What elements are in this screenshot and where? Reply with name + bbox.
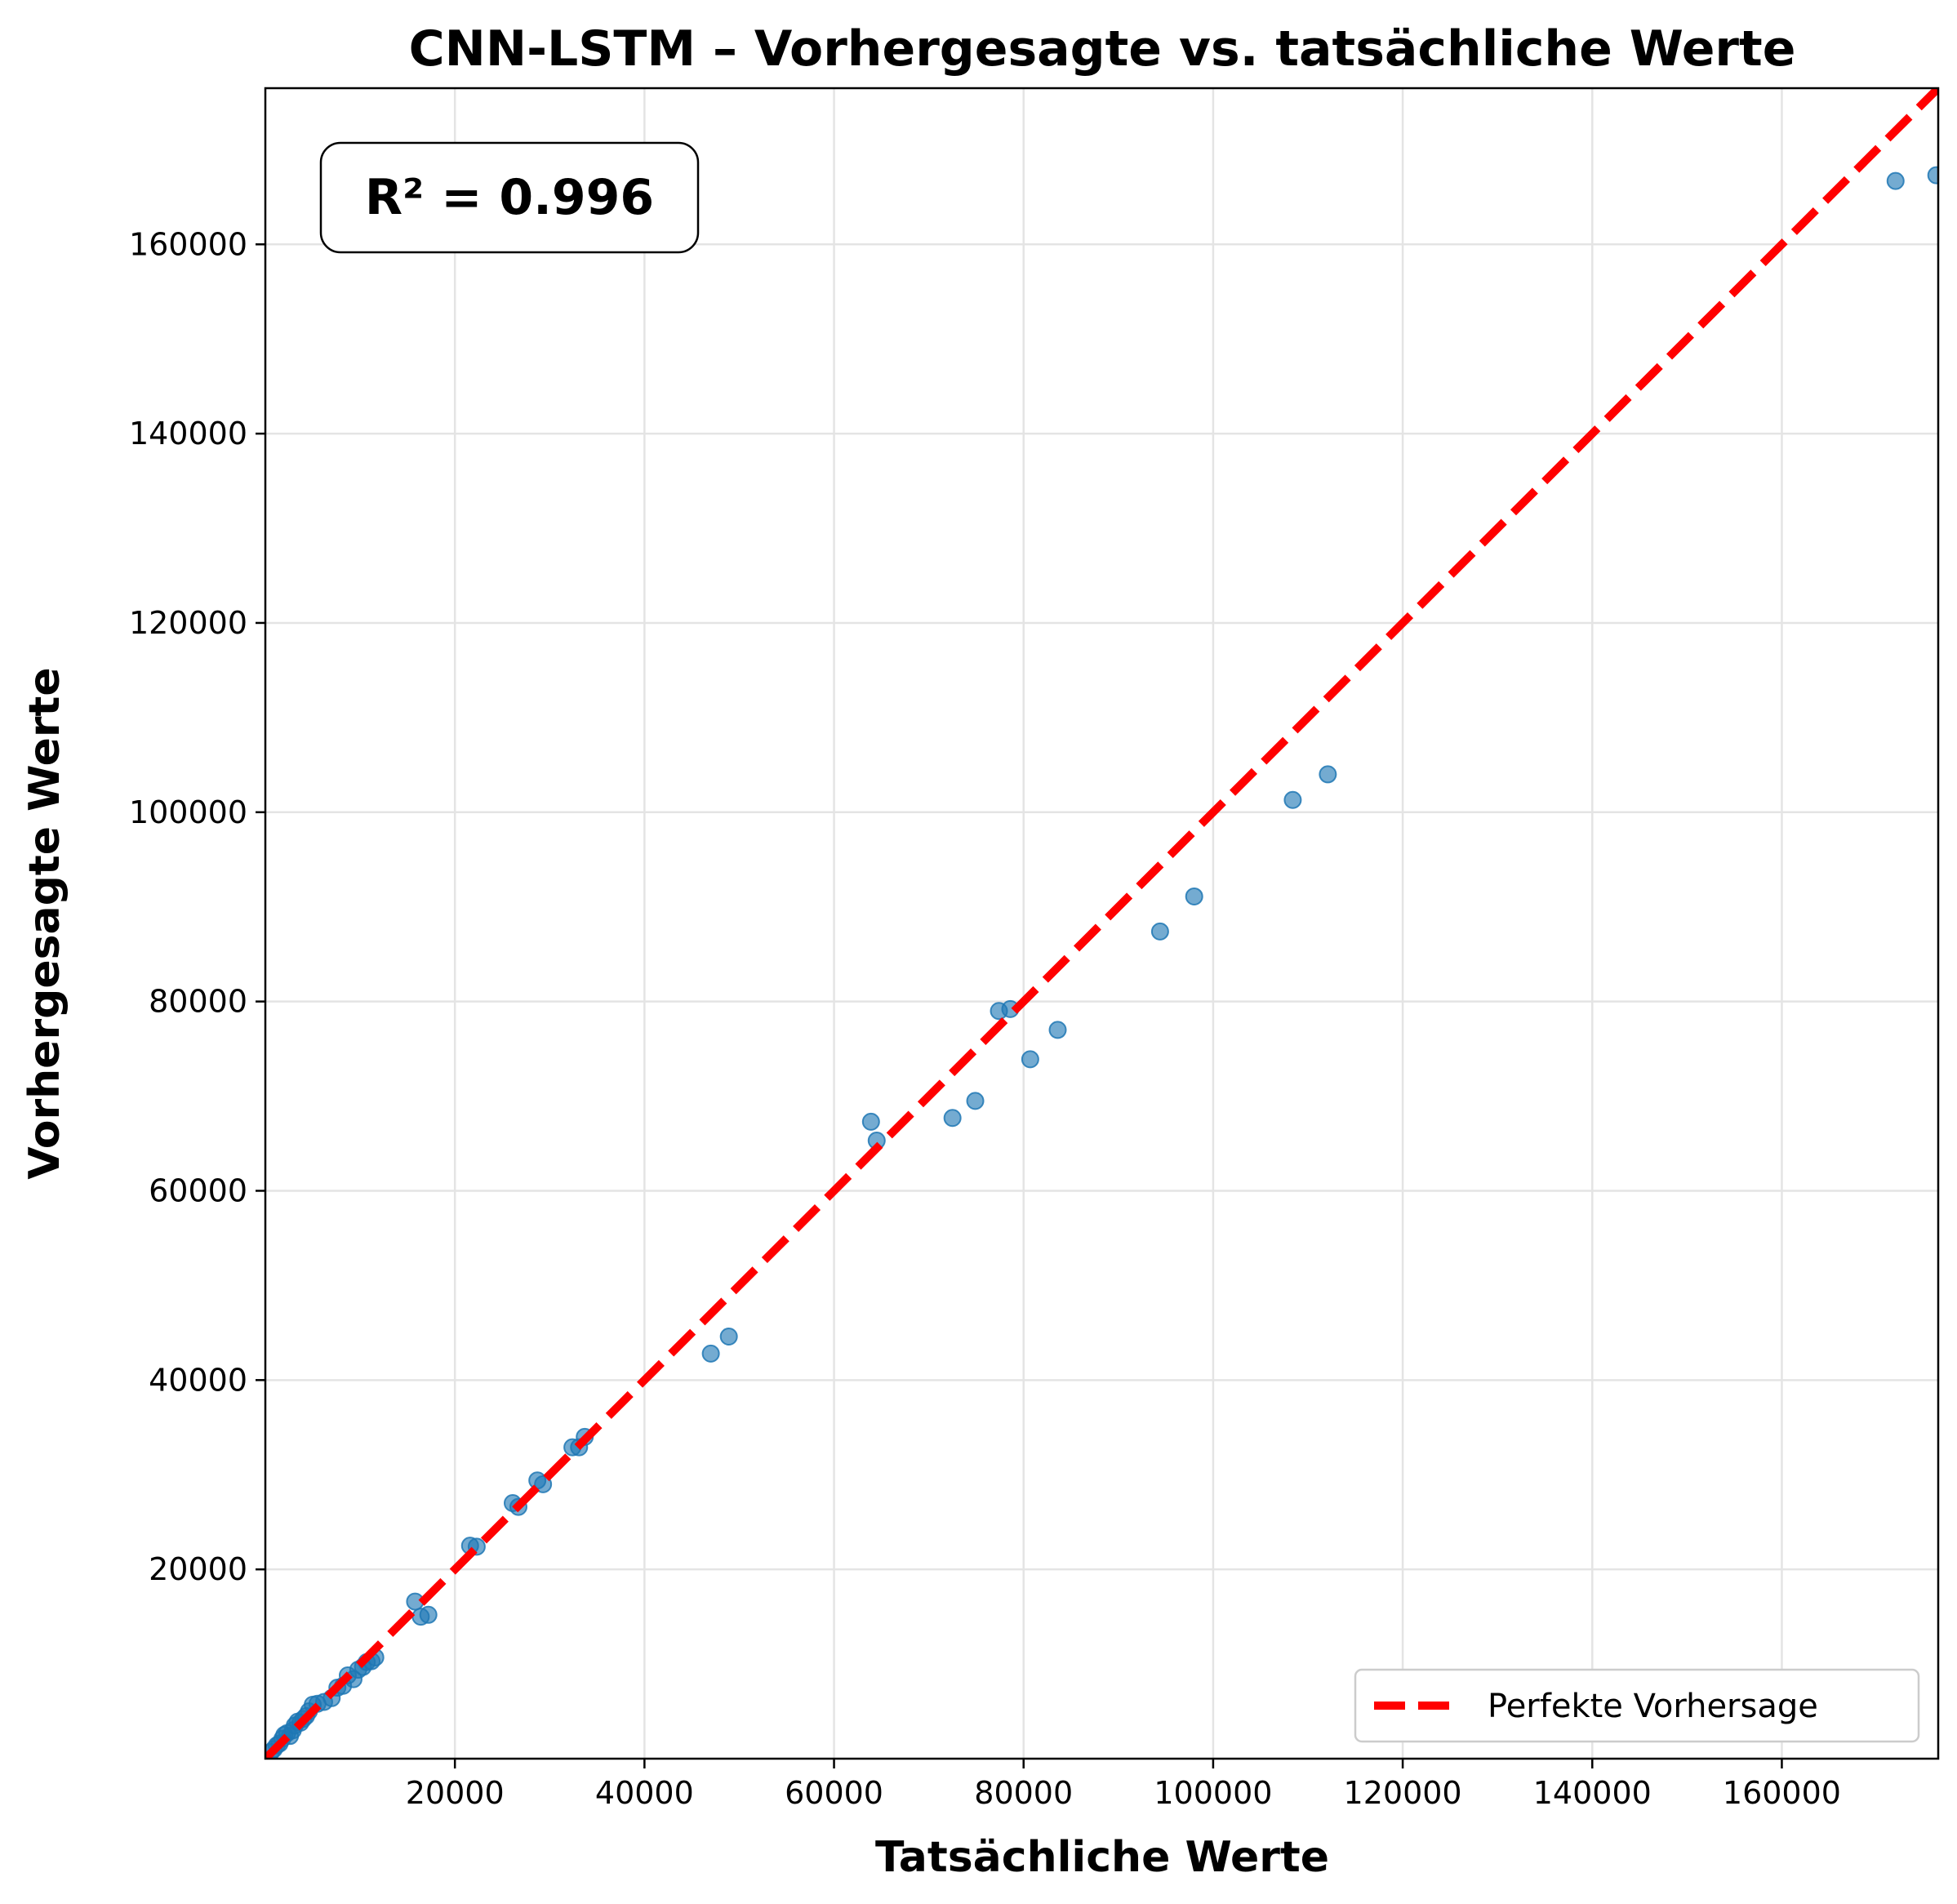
y-axis-ticks: 20000 40000 60000 80000 100000 120000 140000 16… xyxy=(129,226,265,1587)
legend-entry-label: Perfekte Vorhersage xyxy=(1488,1688,1818,1725)
scatter-point xyxy=(1048,1021,1067,1039)
y-tick-label: 80000 xyxy=(149,984,247,1020)
legend: Perfekte Vorhersage xyxy=(1354,1668,1920,1743)
y-tick-label: 160000 xyxy=(129,226,247,262)
x-tick-label: 140000 xyxy=(1533,1775,1652,1811)
scatter-point xyxy=(1319,765,1337,784)
r2-annotation-box xyxy=(319,141,700,254)
x-tick-label: 60000 xyxy=(785,1775,883,1811)
scatter-point xyxy=(534,1475,553,1493)
y-axis-label: Vorhergesagte Werte xyxy=(20,667,69,1179)
y-tick-label: 60000 xyxy=(149,1172,247,1208)
y-tick-label: 40000 xyxy=(149,1362,247,1398)
legend-box xyxy=(1354,1668,1920,1743)
perfect-prediction-line xyxy=(265,88,1938,1759)
x-tick-label: 20000 xyxy=(406,1775,505,1811)
scatter-point xyxy=(701,1344,720,1363)
y-tick-label: 140000 xyxy=(129,416,247,452)
scatter-point xyxy=(861,1112,880,1131)
x-tick-label: 100000 xyxy=(1154,1775,1272,1811)
scatter-point xyxy=(1021,1050,1039,1069)
scatter-point xyxy=(1150,922,1169,941)
x-tick-label: 80000 xyxy=(974,1775,1073,1811)
scatter-point xyxy=(1927,166,1938,185)
scatter-point xyxy=(1185,887,1203,905)
plot-frame xyxy=(264,87,1940,1760)
x-axis-label: Tatsächliche Werte xyxy=(875,1833,1329,1882)
r2-annotation-text: R² = 0.996 xyxy=(365,169,654,226)
y-tick-label: 20000 xyxy=(149,1551,247,1587)
scatter-point xyxy=(943,1109,962,1128)
scatter-point xyxy=(1283,790,1302,809)
y-tick-label: 120000 xyxy=(129,605,247,641)
r2-annotation: R² = 0.996 xyxy=(319,141,700,254)
x-tick-label: 40000 xyxy=(595,1775,694,1811)
chart-title: CNN-LSTM – Vorhergesagte vs. tatsächlich… xyxy=(409,20,1796,78)
scatter-point xyxy=(966,1092,985,1110)
y-tick-label: 100000 xyxy=(129,794,247,830)
scatter-point xyxy=(419,1605,438,1624)
x-axis-ticks: 20000 40000 60000 80000 100000 120000 140000 16… xyxy=(406,1759,1841,1811)
scatter-point xyxy=(1886,171,1905,190)
x-tick-label: 160000 xyxy=(1723,1775,1841,1811)
scatter-point xyxy=(719,1327,738,1346)
grid-lines xyxy=(265,88,1938,1759)
x-tick-label: 120000 xyxy=(1344,1775,1462,1811)
